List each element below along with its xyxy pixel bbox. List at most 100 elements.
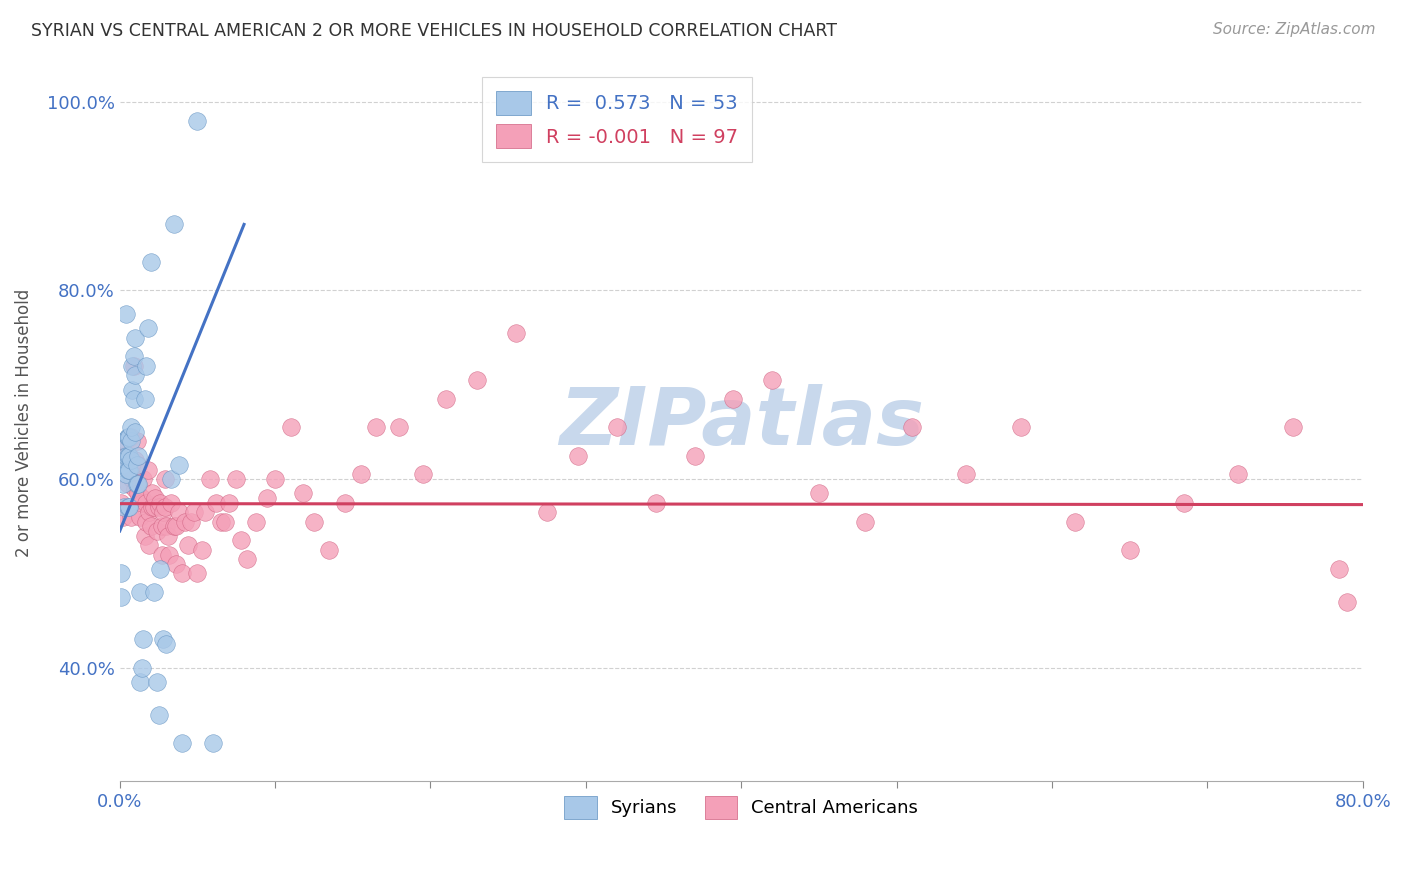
Point [134,392,156,406]
Point [146,524,169,538]
Point [124,368,146,383]
Point [112,449,135,463]
Point [118,449,141,463]
Point [118,500,141,515]
Point [124,425,146,439]
Point [536,505,558,519]
Point [186,566,208,581]
Point [225,472,247,486]
Point [152,505,174,519]
Point [901,420,924,434]
Text: SYRIAN VS CENTRAL AMERICAN 2 OR MORE VEHICLES IN HOUSEHOLD CORRELATION CHART: SYRIAN VS CENTRAL AMERICAN 2 OR MORE VEH… [31,22,837,40]
Point [170,566,193,581]
Point [1329,562,1351,576]
Point [167,505,190,519]
Point [1010,420,1032,434]
Point [155,637,177,651]
Point [131,496,153,510]
Point [132,472,155,486]
Point [606,420,628,434]
Point [120,430,142,444]
Point [121,383,143,397]
Point [1281,420,1303,434]
Point [120,453,142,467]
Point [118,453,141,467]
Point [264,472,287,486]
Point [117,453,139,467]
Point [111,458,134,472]
Point [135,359,157,373]
Point [124,482,146,496]
Point [280,420,302,434]
Point [191,542,214,557]
Point [149,562,172,576]
Point [683,449,706,463]
Point [110,496,132,510]
Text: Source: ZipAtlas.com: Source: ZipAtlas.com [1212,22,1375,37]
Point [115,307,138,321]
Point [183,505,205,519]
Point [115,449,138,463]
Point [165,557,187,571]
Point [120,434,142,449]
Point [110,590,132,604]
Point [117,476,139,491]
Point [125,458,148,472]
Point [198,472,221,486]
Point [723,392,745,406]
Point [1336,595,1358,609]
Point [955,467,977,482]
Point [110,566,132,581]
Point [186,113,208,128]
Point [117,500,139,515]
Point [145,491,167,505]
Point [139,519,162,533]
Point [142,500,165,515]
Point [761,373,783,387]
Point [129,585,152,599]
Point [136,321,159,335]
Legend: Syrians, Central Americans: Syrians, Central Americans [557,789,925,826]
Point [209,515,232,529]
Point [111,509,134,524]
Point [138,505,160,519]
Point [434,392,457,406]
Point [1118,542,1140,557]
Point [131,491,153,505]
Point [333,496,356,510]
Point [118,463,141,477]
Point [156,529,179,543]
Point [131,661,153,675]
Point [118,430,141,444]
Point [111,476,134,491]
Point [135,496,157,510]
Point [129,509,152,524]
Point [167,458,190,472]
Point [174,515,197,529]
Point [153,500,176,515]
Point [160,472,183,486]
Point [165,519,187,533]
Point [364,420,387,434]
Point [567,449,589,463]
Point [214,515,236,529]
Point [129,675,152,690]
Point [807,486,830,500]
Point [180,515,202,529]
Point [112,458,135,472]
Point [122,350,145,364]
Point [127,476,149,491]
Point [1227,467,1250,482]
Point [117,430,139,444]
Point [205,496,228,510]
Text: ZIPatlas: ZIPatlas [558,384,924,461]
Point [127,449,149,463]
Point [155,519,177,533]
Point [141,486,163,500]
Point [141,500,163,515]
Point [121,472,143,486]
Point [1173,496,1195,510]
Point [218,496,240,510]
Point [245,515,267,529]
Point [148,500,170,515]
